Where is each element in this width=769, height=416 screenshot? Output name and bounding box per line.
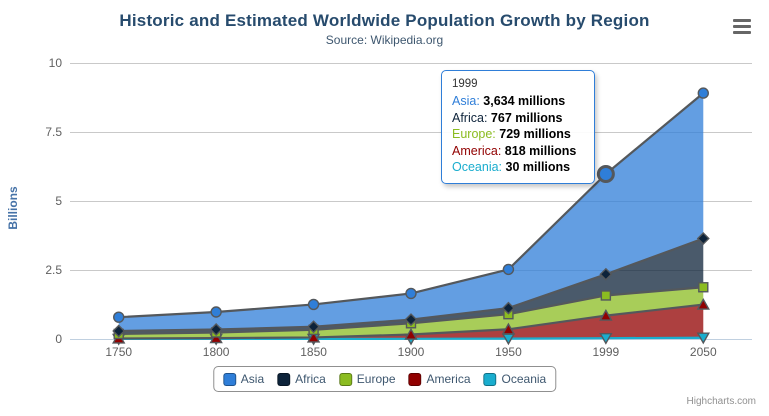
- x-axis-label: 1950: [495, 345, 522, 359]
- x-axis-label: 1800: [203, 345, 230, 359]
- tooltip-series-name: America:: [452, 143, 502, 158]
- point-africa-1950[interactable]: [501, 301, 515, 315]
- tooltip-series-value: 767 millions: [487, 110, 563, 125]
- point-europe-2050[interactable]: [698, 282, 709, 293]
- legend-item-america[interactable]: America: [408, 372, 471, 386]
- point-america-1950[interactable]: [501, 322, 516, 335]
- tooltip-row-europe: Europe: 729 millions: [452, 126, 584, 143]
- point-asia-1950[interactable]: [502, 263, 515, 276]
- legend-swatch-oceania: [483, 372, 497, 386]
- tooltip-series-name: Asia:: [452, 94, 480, 108]
- hovered-point-asia[interactable]: [596, 165, 615, 184]
- x-axis-label: 1999: [593, 345, 620, 359]
- point-america-1999[interactable]: [599, 308, 613, 321]
- x-axis-label: 1750: [105, 345, 132, 359]
- tooltip-series-name: Africa:: [452, 110, 488, 125]
- legend-label: Europe: [356, 372, 396, 386]
- point-america-1900[interactable]: [404, 327, 418, 340]
- point-america-1800[interactable]: [209, 331, 223, 344]
- point-oceania-1999[interactable]: [599, 332, 613, 345]
- x-axis-label: 1850: [300, 345, 327, 359]
- tooltip-row-oceania: Oceania: 30 millions: [452, 159, 584, 176]
- legend-item-asia[interactable]: Asia: [222, 372, 265, 386]
- legend-item-oceania[interactable]: Oceania: [483, 372, 547, 386]
- credits-link[interactable]: Highcharts.com: [686, 396, 756, 407]
- point-africa-2050[interactable]: [696, 232, 710, 245]
- tooltip-header: 1999: [452, 78, 478, 90]
- legend-label: Oceania: [501, 372, 547, 386]
- legend-swatch-europe: [338, 372, 352, 386]
- hamburger-icon: [731, 18, 753, 34]
- y-axis-label: 5: [55, 194, 62, 208]
- series-area-america[interactable]: [118, 304, 704, 339]
- point-asia-1800[interactable]: [210, 306, 222, 318]
- tooltip-series-value: 30 millions: [502, 160, 571, 174]
- y-axis-label: 7.5: [45, 125, 62, 139]
- legend-swatch-america: [408, 372, 422, 386]
- tooltip-series-name: Europe:: [452, 127, 496, 141]
- point-africa-1750[interactable]: [112, 324, 126, 338]
- point-america-1850[interactable]: [306, 330, 321, 343]
- chart-subtitle: Source: Wikipedia.org: [325, 33, 444, 47]
- point-europe-1999[interactable]: [600, 290, 612, 301]
- tooltip: 1999 Asia: 3,634 millions Africa: 767 mil…: [441, 70, 595, 184]
- tooltip-series-value: 818 millions: [501, 143, 577, 158]
- point-oceania-2050[interactable]: [696, 332, 710, 345]
- point-africa-1900[interactable]: [404, 313, 418, 327]
- tooltip-rows: Asia: 3,634 millions Africa: 767 millions…: [452, 93, 584, 176]
- point-africa-1850[interactable]: [307, 320, 321, 334]
- point-asia-1900[interactable]: [405, 287, 417, 300]
- legend-swatch-asia: [222, 372, 236, 386]
- y-axis-label: 0: [55, 332, 62, 346]
- point-asia-1850[interactable]: [307, 298, 320, 311]
- point-asia-2050[interactable]: [697, 87, 709, 99]
- legend-swatch-africa: [277, 372, 291, 386]
- tooltip-series-value: 729 millions: [495, 127, 571, 141]
- tooltip-series-value: 3,634 millions: [479, 94, 566, 108]
- x-axis-label: 1900: [398, 345, 425, 359]
- x-axis-label: 2050: [690, 345, 717, 359]
- legend-item-africa[interactable]: Africa: [277, 372, 326, 386]
- tooltip-series-name: Oceania:: [452, 160, 503, 174]
- legend-label: America: [426, 372, 471, 386]
- y-axis-title: Billions: [6, 186, 20, 230]
- series-area-africa[interactable]: [118, 238, 704, 334]
- point-africa-1800[interactable]: [209, 323, 223, 337]
- legend: Asia Africa Europe America Oceania: [212, 366, 557, 392]
- y-axis-label: 2.5: [45, 263, 62, 277]
- tooltip-row-america: America: 818 millions: [452, 143, 584, 160]
- point-asia-1750[interactable]: [113, 311, 125, 323]
- point-africa-1999[interactable]: [599, 267, 613, 281]
- export-menu-button[interactable]: [729, 14, 755, 38]
- chart-title: Historic and Estimated Worldwide Populat…: [119, 11, 650, 30]
- y-axis-label: 10: [49, 56, 63, 70]
- legend-label: Africa: [295, 372, 326, 386]
- point-america-2050[interactable]: [696, 297, 710, 310]
- tooltip-row-asia: Asia: 3,634 millions: [452, 93, 584, 110]
- legend-item-europe[interactable]: Europe: [338, 372, 396, 386]
- tooltip-row-africa: Africa: 767 millions: [452, 110, 584, 127]
- legend-label: Asia: [240, 372, 265, 386]
- series-area-asia[interactable]: [118, 93, 704, 332]
